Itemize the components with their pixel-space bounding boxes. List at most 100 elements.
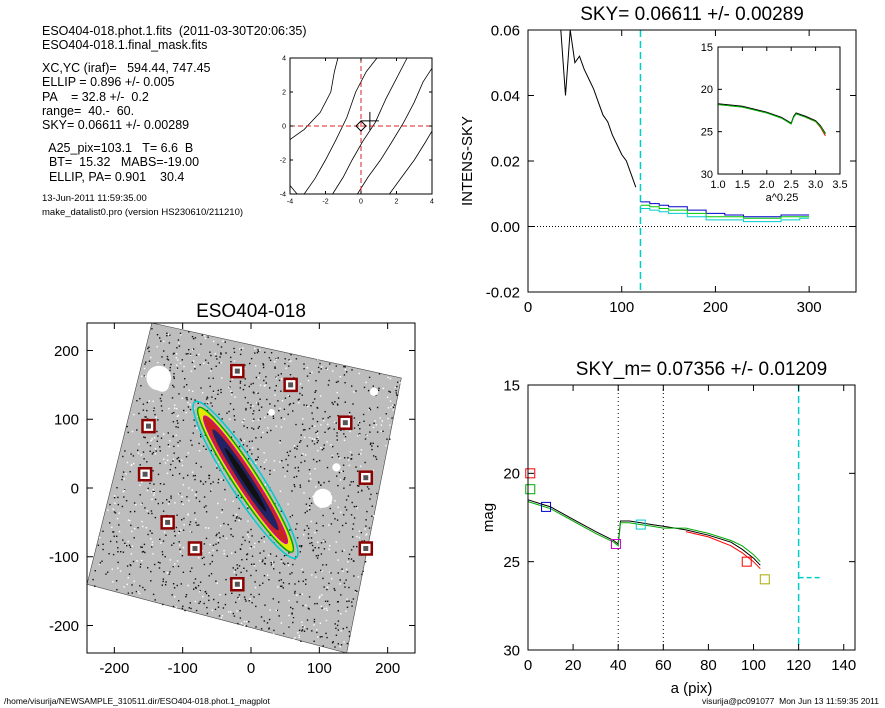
speckle [179, 548, 181, 550]
speckle [262, 366, 265, 369]
speckle [208, 575, 210, 577]
speckle [176, 457, 178, 460]
speckle [177, 426, 179, 429]
x-tick-label: 0 [359, 199, 363, 206]
speckle [326, 586, 329, 589]
speckle [204, 590, 207, 593]
speckle [234, 520, 237, 522]
speckle [328, 379, 330, 382]
speckle [190, 398, 192, 400]
speckle [127, 540, 129, 543]
speckle [111, 526, 113, 529]
speckle [324, 431, 326, 433]
speckle [217, 606, 220, 608]
speckle [199, 480, 202, 482]
speckle [236, 610, 238, 612]
speckle [356, 485, 359, 487]
speckle [282, 587, 284, 589]
speckle [167, 359, 170, 361]
speckle [309, 436, 311, 439]
speckle [154, 599, 156, 601]
speckle [228, 386, 230, 389]
speckle [175, 526, 178, 529]
speckle [247, 531, 249, 533]
speckle [340, 429, 342, 431]
speckle [357, 491, 359, 493]
speckle [291, 572, 293, 574]
speckle [248, 541, 251, 543]
speckle [287, 395, 289, 397]
speckle [231, 552, 233, 554]
speckle [220, 352, 222, 354]
speckle [311, 574, 313, 576]
speckle [152, 470, 154, 472]
info-line: BT= 15.32 MABS=-19.00 [42, 155, 200, 170]
speckle [279, 490, 282, 492]
info-line: range= 40.- 60. [42, 104, 135, 119]
speckle [362, 570, 364, 573]
speckle [194, 600, 197, 603]
speckle [173, 445, 175, 448]
y-tick-label: 25 [503, 554, 520, 571]
speckle [257, 403, 260, 406]
speckle [222, 340, 224, 342]
speckle [275, 385, 277, 387]
speckle [157, 419, 159, 421]
speckle [247, 507, 249, 509]
speckle [159, 490, 161, 493]
speckle [333, 587, 335, 590]
speckle [169, 469, 171, 471]
speckle [224, 498, 226, 501]
speckle [112, 531, 115, 533]
speckle [253, 596, 255, 598]
speckle [247, 402, 249, 404]
speckle [244, 378, 246, 380]
speckle [254, 542, 256, 545]
speckle [264, 484, 266, 486]
speckle [352, 481, 354, 483]
speckle [311, 544, 314, 547]
speckle [301, 545, 303, 547]
y-tick-label: 15 [503, 377, 520, 394]
speckle [230, 611, 232, 613]
speckle [218, 461, 220, 463]
speckle [301, 593, 303, 595]
speckle [198, 353, 200, 356]
speckle [303, 404, 305, 406]
speckle [303, 363, 305, 365]
speckle [339, 479, 342, 481]
speckle [280, 373, 282, 375]
speckle [239, 387, 241, 389]
speckle [299, 392, 301, 395]
speckle [349, 451, 352, 453]
speckle [361, 573, 363, 576]
speckle [335, 365, 337, 367]
speckle [313, 438, 316, 440]
speckle [302, 418, 304, 420]
speckle [216, 516, 218, 519]
speckle [183, 517, 185, 520]
speckle [346, 598, 348, 600]
speckle [157, 473, 160, 476]
y-tick-label: 200 [54, 343, 79, 360]
speckle [357, 424, 359, 426]
speckle [176, 420, 178, 422]
speckle [215, 534, 217, 537]
speckle [152, 400, 154, 402]
speckle [292, 608, 294, 610]
speckle [116, 589, 118, 591]
speckle [255, 459, 257, 461]
speckle [239, 438, 242, 440]
speckle [247, 520, 249, 522]
speckle [318, 547, 320, 549]
speckle [270, 564, 273, 566]
speckle [358, 485, 360, 487]
speckle [122, 490, 125, 493]
speckle [166, 472, 169, 474]
speckle [167, 432, 169, 434]
x-tick-label: 100 [609, 299, 634, 316]
y-tick-label: -100 [49, 549, 79, 566]
speckle [250, 574, 252, 577]
speckle [308, 469, 311, 471]
speckle [195, 462, 197, 464]
